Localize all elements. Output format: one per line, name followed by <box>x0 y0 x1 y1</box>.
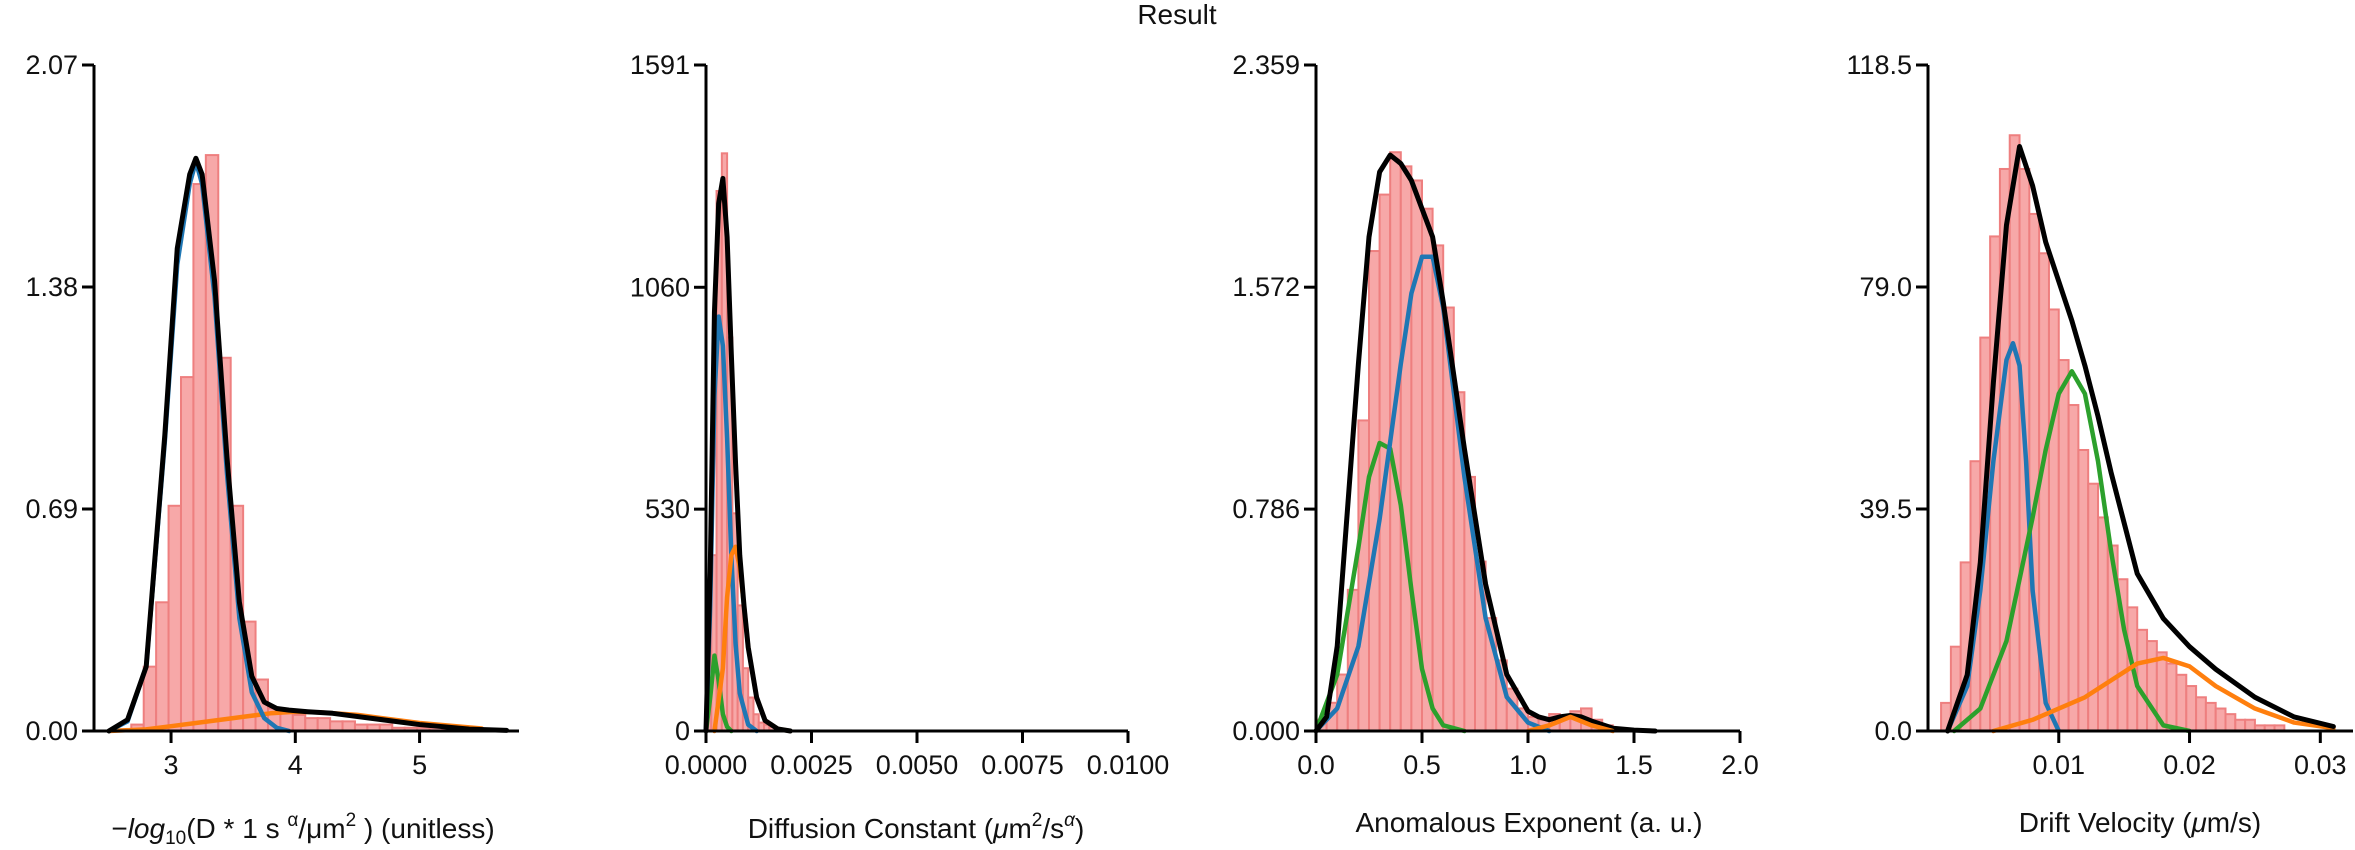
y-tick-label: 118.5 <box>1846 50 1912 80</box>
component-fit-line <box>1951 369 2192 734</box>
hist-bar <box>2204 701 2217 733</box>
hist-bar <box>2136 628 2149 733</box>
panel-1: 0.00 0.69 1.38 2.07 3 4 5 <box>25 50 519 780</box>
y-tick-label: 79.0 <box>1859 272 1912 302</box>
y-tick-label: 39.5 <box>1859 494 1912 524</box>
hist-bar <box>1431 244 1445 732</box>
hist-bar <box>1421 207 1434 732</box>
x-tick-label: 0.0 <box>1297 750 1335 780</box>
x-tick-label: 0.0025 <box>770 750 853 780</box>
hist-bar <box>142 665 158 733</box>
hist-bar <box>2244 718 2256 733</box>
hist-bar <box>1399 165 1413 733</box>
xlabel-panel-2: Diffusion Constant (μm2/sα) <box>748 810 1085 844</box>
y-tick-label: 1.572 <box>1232 272 1300 302</box>
component-fit-line <box>1945 340 2062 734</box>
hist-bar <box>2008 134 2021 732</box>
y-tick-label: 1060 <box>630 272 690 302</box>
y-tick-label: 0.00 <box>25 716 78 746</box>
hist-bar <box>1357 419 1371 732</box>
hist-bar <box>304 717 319 733</box>
y-tick-label: 1591 <box>630 50 690 80</box>
hist-bar <box>2185 685 2198 732</box>
xlabel-panel-1: −log10(D * 1 s α/μm2 ) (unitless) <box>111 810 494 849</box>
hist-bar <box>2165 662 2178 732</box>
hist-bar <box>2195 696 2207 733</box>
xlabel-panel-4: Drift Velocity (μm/s) <box>2019 807 2261 838</box>
y-tick-label: 0.000 <box>1232 716 1300 746</box>
y-tick-label: 0.69 <box>25 494 78 524</box>
total-fit-line <box>106 155 510 734</box>
hist-bar <box>2214 707 2227 733</box>
total-fit-line <box>1945 143 2336 734</box>
total-fit-line <box>1313 152 1658 734</box>
y-tick-label: 1.38 <box>25 272 78 302</box>
x-tick-label: 3 <box>164 750 179 780</box>
figure-title: Result <box>1137 0 1217 30</box>
component-fit-line <box>703 653 734 734</box>
hist-bar <box>192 183 207 733</box>
x-tick-label: 5 <box>412 750 427 780</box>
hist-bar <box>2175 673 2188 732</box>
y-tick-label: 0.786 <box>1232 494 1300 524</box>
x-tick-label: 0.0100 <box>1087 750 1170 780</box>
panel-3: 0.000 0.786 1.572 2.359 0.0 0.5 1.0 1.5 2.0 <box>1232 50 1758 780</box>
y-tick-label: 2.359 <box>1232 50 1300 80</box>
x-tick-label: 1.5 <box>1615 750 1653 780</box>
x-tick-label: 0.0075 <box>981 750 1064 780</box>
hist-bar <box>2097 516 2109 732</box>
x-tick-label: 0.03 <box>2294 750 2347 780</box>
hist-bar <box>2224 713 2237 733</box>
hist-bar <box>291 713 307 732</box>
hist-bar <box>1368 250 1381 733</box>
panel-4: 0.0 39.5 79.0 118.5 0.01 0.02 0.03 <box>1846 50 2353 780</box>
x-tick-label: 1.0 <box>1509 750 1547 780</box>
x-tick-label: 4 <box>288 750 303 780</box>
hist-bar <box>316 717 332 733</box>
hist-bar <box>167 504 182 732</box>
panel-2: 0 530 1060 1591 0.0000 0.0025 0.0050 0.0075 0.01… <box>630 50 1169 780</box>
hist-bar <box>2234 718 2247 733</box>
y-tick-label: 2.07 <box>25 50 78 80</box>
x-tick-label: 0.01 <box>2032 750 2085 780</box>
hist-bar <box>2077 448 2090 732</box>
hist-bar <box>2146 640 2158 733</box>
hist-bar <box>155 601 170 732</box>
y-tick-label: 0 <box>675 716 690 746</box>
hist-bar <box>179 376 195 732</box>
component-fit-line <box>1525 714 1616 734</box>
hist-bar <box>2057 359 2070 732</box>
y-tick-label: 0.0 <box>1874 716 1912 746</box>
total-fit-line <box>703 175 793 734</box>
y-tick-label: 530 <box>645 494 690 524</box>
x-tick-label: 2.0 <box>1721 750 1759 780</box>
x-tick-label: 0.02 <box>2163 750 2216 780</box>
x-tick-label: 0.0050 <box>876 750 959 780</box>
component-fit-line <box>1991 655 2336 734</box>
xlabel-panel-3: Anomalous Exponent (a. u.) <box>1355 807 1702 838</box>
component-fit-line <box>1313 440 1467 734</box>
x-tick-label: 0.0000 <box>665 750 748 780</box>
hist-bar <box>2067 404 2080 732</box>
hist-bar <box>2047 308 2060 732</box>
x-tick-label: 0.5 <box>1403 750 1441 780</box>
component-fit-line <box>1313 254 1552 734</box>
